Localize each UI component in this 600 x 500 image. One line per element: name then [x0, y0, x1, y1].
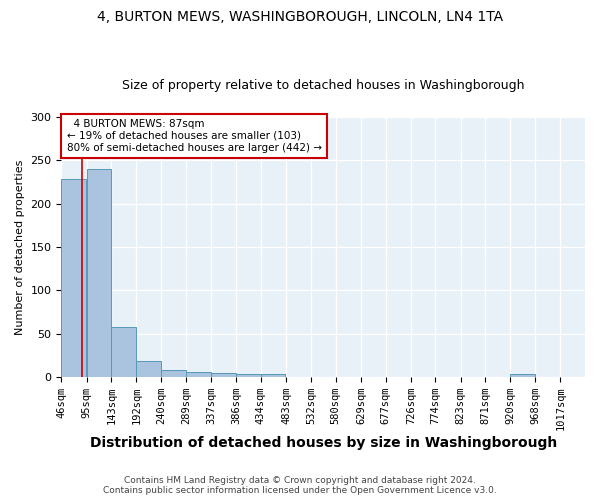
Text: 4 BURTON MEWS: 87sqm
← 19% of detached houses are smaller (103)
80% of semi-deta: 4 BURTON MEWS: 87sqm ← 19% of detached h… — [67, 120, 322, 152]
Bar — [236, 374, 261, 377]
Bar — [161, 370, 186, 377]
Title: Size of property relative to detached houses in Washingborough: Size of property relative to detached ho… — [122, 79, 524, 92]
Bar — [511, 374, 535, 377]
X-axis label: Distribution of detached houses by size in Washingborough: Distribution of detached houses by size … — [89, 436, 557, 450]
Text: 4, BURTON MEWS, WASHINGBOROUGH, LINCOLN, LN4 1TA: 4, BURTON MEWS, WASHINGBOROUGH, LINCOLN,… — [97, 10, 503, 24]
Bar — [86, 169, 111, 377]
Bar — [261, 374, 286, 377]
Bar — [211, 372, 236, 377]
Bar — [61, 179, 86, 377]
Bar — [186, 372, 211, 377]
Bar — [136, 362, 161, 377]
Y-axis label: Number of detached properties: Number of detached properties — [15, 159, 25, 334]
Text: Contains HM Land Registry data © Crown copyright and database right 2024.
Contai: Contains HM Land Registry data © Crown c… — [103, 476, 497, 495]
Bar — [111, 326, 136, 377]
